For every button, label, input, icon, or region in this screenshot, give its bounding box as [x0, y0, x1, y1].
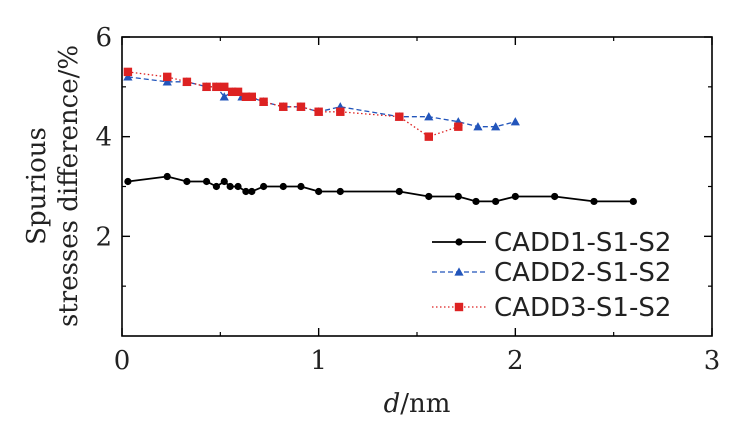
- data-point: [183, 177, 191, 186]
- data-point: [220, 177, 228, 186]
- y-tick-label: 2: [95, 222, 112, 252]
- data-point: [336, 187, 344, 196]
- data-point: [227, 87, 237, 97]
- data-point: [233, 87, 243, 97]
- data-point: [425, 192, 433, 201]
- series-1: [124, 172, 637, 206]
- data-point: [202, 82, 211, 92]
- data-point: [123, 67, 133, 77]
- series-layer: [123, 67, 637, 206]
- data-point: [163, 172, 171, 181]
- data-point: [162, 77, 172, 86]
- legend-label: CADD1-S1-S2: [494, 228, 671, 258]
- data-point: [123, 72, 133, 81]
- data-point: [472, 197, 480, 206]
- x-tick-label: 1: [310, 346, 327, 376]
- data-point: [314, 107, 323, 116]
- data-point: [454, 192, 462, 201]
- legend-marker: [454, 267, 464, 276]
- x-axis-title: d/nm: [384, 389, 451, 419]
- data-point: [424, 132, 433, 141]
- legend-item: CADD3-S1-S2: [432, 293, 671, 323]
- y-axis-title: Spurious stresses difference/%: [22, 45, 84, 327]
- data-point: [395, 112, 404, 121]
- x-tick-label: 0: [114, 346, 131, 376]
- data-point: [242, 187, 250, 196]
- data-point: [182, 77, 192, 87]
- data-point: [296, 102, 306, 111]
- data-point: [590, 197, 598, 206]
- data-point: [492, 197, 500, 206]
- y-tick-label: 4: [95, 123, 112, 153]
- data-point: [124, 177, 132, 186]
- legend-item: CADD2-S1-S2: [432, 258, 671, 288]
- y-axis-title-line2: stresses difference/%: [54, 45, 84, 327]
- legend-marker: [454, 302, 464, 312]
- x-tick-label: 3: [704, 346, 721, 376]
- data-point: [395, 187, 403, 196]
- legend-item: CADD1-S1-S2: [432, 228, 671, 258]
- legend-label: CADD3-S1-S2: [494, 293, 671, 323]
- data-point: [297, 182, 305, 191]
- data-point: [279, 182, 287, 191]
- data-point: [202, 177, 211, 186]
- axis-ticks: 0 1 2 3 2 4 6: [95, 23, 720, 376]
- data-point: [473, 122, 483, 131]
- data-point: [551, 192, 559, 201]
- data-point: [424, 112, 434, 121]
- data-point: [454, 122, 463, 131]
- series-3: [123, 67, 463, 141]
- data-point: [510, 117, 520, 126]
- data-point: [491, 122, 501, 131]
- data-point: [241, 92, 251, 101]
- data-point: [247, 92, 256, 101]
- data-point: [220, 82, 229, 92]
- data-point: [212, 182, 220, 191]
- y-axis-title-line1: Spurious: [22, 127, 52, 245]
- data-point: [315, 187, 323, 196]
- legend-marker: [455, 238, 463, 246]
- data-point: [226, 182, 234, 191]
- x-axis-unit: /nm: [400, 389, 450, 419]
- data-point: [260, 182, 268, 191]
- legend-label: CADD2-S1-S2: [494, 258, 671, 288]
- data-point: [248, 187, 256, 196]
- data-point: [234, 182, 242, 191]
- x-tick-label: 2: [507, 346, 524, 376]
- data-point: [163, 72, 172, 82]
- data-point: [212, 82, 221, 92]
- data-point: [279, 102, 288, 111]
- x-axis-variable: d: [384, 389, 401, 419]
- y-tick-label: 6: [95, 23, 112, 53]
- data-point: [219, 92, 229, 101]
- data-point: [259, 97, 268, 106]
- data-point: [336, 107, 345, 116]
- plot-frame: [121, 36, 713, 337]
- data-point: [629, 197, 637, 206]
- plot-area: [121, 36, 713, 337]
- data-point: [511, 192, 519, 201]
